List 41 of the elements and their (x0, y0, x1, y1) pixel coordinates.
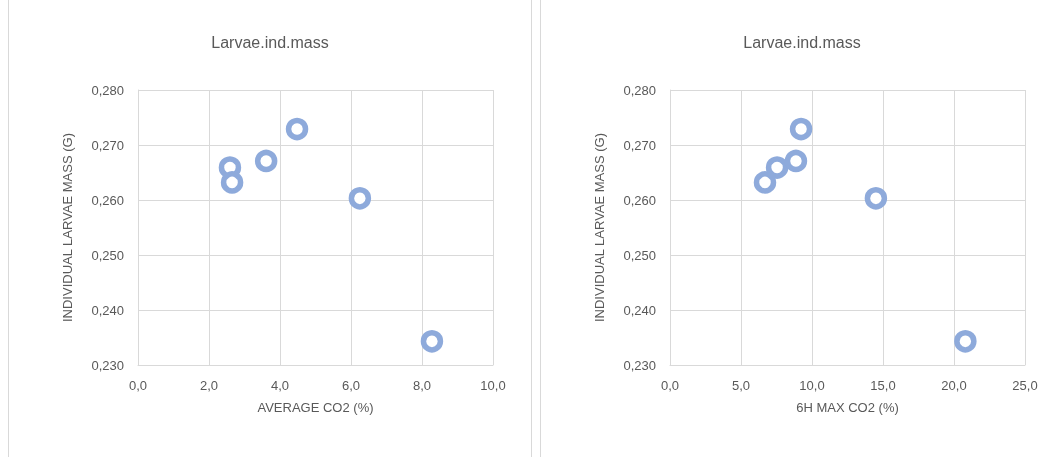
x-tick-label: 10,0 (480, 378, 506, 393)
x-tick-label: 0,0 (128, 378, 148, 393)
y-tick-label: 0,240 (91, 302, 124, 318)
point (864, 187, 888, 210)
point (765, 156, 789, 179)
y-tick-label: 0,230 (623, 357, 656, 373)
x-tick-label: 8,0 (412, 378, 432, 393)
x-tick-label: 4,0 (270, 378, 290, 393)
x-axis-title: 6H MAX CO2 (%) (796, 400, 899, 415)
chart-title: Larvae.ind.mass (743, 33, 861, 51)
point (420, 330, 444, 353)
x-tick-label: 20,0 (941, 378, 967, 393)
x-tick-label: 2,0 (199, 378, 219, 393)
x-tick-label: 10,0 (799, 378, 825, 393)
y-tick-label: 0,260 (91, 192, 124, 208)
x-tick-label: 5,0 (731, 378, 751, 393)
point (285, 117, 309, 141)
x-axis-title: AVERAGE CO2 (%) (257, 400, 374, 415)
x-tick-label: 25,0 (1012, 378, 1038, 393)
y-axis-title: INDIVIDUAL LARVAE MASS (G) (592, 132, 607, 323)
point (784, 149, 808, 173)
x-tick-label: 15,0 (870, 378, 896, 393)
y-tick-label: 0,230 (91, 357, 124, 373)
y-tick-label: 0,250 (623, 247, 656, 263)
y-tick-label: 0,270 (91, 137, 124, 153)
point (789, 117, 813, 141)
y-tick-label: 0,270 (623, 137, 656, 153)
y-tick-label: 0,280 (623, 82, 656, 98)
chart-title: Larvae.ind.mass (211, 33, 329, 51)
y-tick-label: 0,240 (623, 302, 656, 318)
point (254, 149, 278, 173)
y-tick-label: 0,260 (623, 192, 656, 208)
y-tick-label: 0,280 (91, 82, 124, 98)
point (220, 171, 244, 194)
point (348, 187, 372, 210)
y-tick-label: 0,250 (91, 247, 124, 263)
x-tick-label: 6,0 (341, 378, 361, 393)
y-axis-title: INDIVIDUAL LARVAE MASS (G) (60, 132, 75, 323)
point (753, 171, 777, 194)
x-tick-label: 0,0 (660, 378, 680, 393)
point (954, 330, 977, 353)
